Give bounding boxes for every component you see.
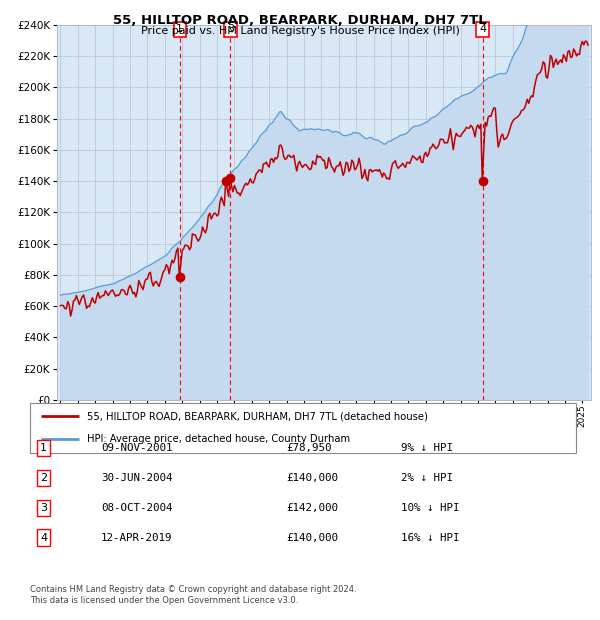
- Text: Contains HM Land Registry data © Crown copyright and database right 2024.
This d: Contains HM Land Registry data © Crown c…: [30, 585, 356, 606]
- Text: 09-NOV-2001: 09-NOV-2001: [101, 443, 172, 453]
- Text: 1: 1: [40, 443, 47, 453]
- Text: £142,000: £142,000: [287, 503, 338, 513]
- Text: 10% ↓ HPI: 10% ↓ HPI: [401, 503, 460, 513]
- Text: 55, HILLTOP ROAD, BEARPARK, DURHAM, DH7 7TL: 55, HILLTOP ROAD, BEARPARK, DURHAM, DH7 …: [113, 14, 487, 27]
- Text: 12-APR-2019: 12-APR-2019: [101, 533, 172, 542]
- Text: 16% ↓ HPI: 16% ↓ HPI: [401, 533, 460, 542]
- Text: 1: 1: [176, 24, 184, 35]
- Text: 30-JUN-2004: 30-JUN-2004: [101, 473, 172, 483]
- Text: 9% ↓ HPI: 9% ↓ HPI: [401, 443, 453, 453]
- Text: £140,000: £140,000: [287, 533, 338, 542]
- Text: £140,000: £140,000: [287, 473, 338, 483]
- Text: 4: 4: [479, 24, 487, 35]
- Text: HPI: Average price, detached house, County Durham: HPI: Average price, detached house, Coun…: [88, 434, 350, 444]
- Text: 08-OCT-2004: 08-OCT-2004: [101, 503, 172, 513]
- Text: 4: 4: [40, 533, 47, 542]
- Text: 2: 2: [40, 473, 47, 483]
- Text: £78,950: £78,950: [287, 443, 332, 453]
- Text: 3: 3: [227, 24, 234, 35]
- FancyBboxPatch shape: [30, 403, 576, 453]
- Text: 55, HILLTOP ROAD, BEARPARK, DURHAM, DH7 7TL (detached house): 55, HILLTOP ROAD, BEARPARK, DURHAM, DH7 …: [88, 412, 428, 422]
- Text: 2% ↓ HPI: 2% ↓ HPI: [401, 473, 453, 483]
- Text: 3: 3: [40, 503, 47, 513]
- Text: Price paid vs. HM Land Registry's House Price Index (HPI): Price paid vs. HM Land Registry's House …: [140, 26, 460, 36]
